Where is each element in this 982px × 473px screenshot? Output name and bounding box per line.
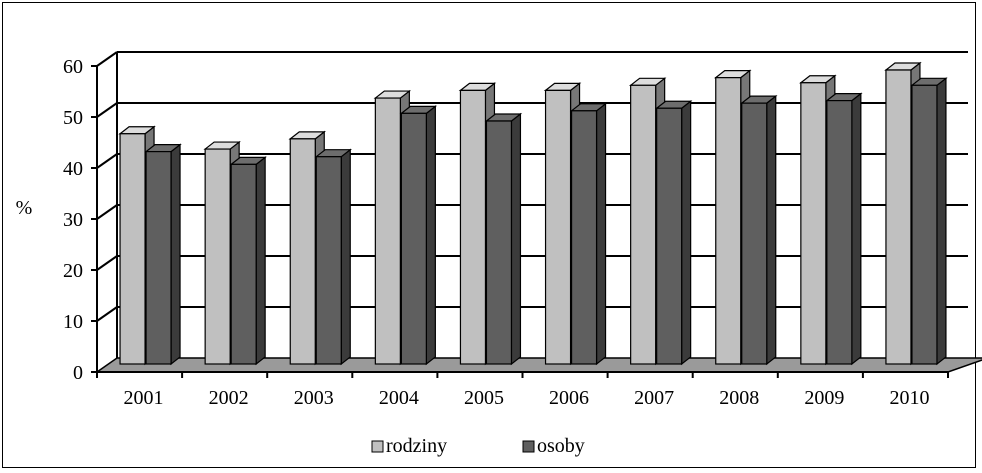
x-tick-label: 2003 (294, 387, 334, 409)
bar-osoby-2010 (910, 77, 948, 366)
x-category-labels: 2001 2002 2003 2004 2005 2006 2007 2008 2009 2010 (124, 387, 930, 409)
bar-osoby-2005 (484, 112, 523, 366)
axes (91, 52, 949, 378)
x-tick-label: 2004 (379, 387, 419, 409)
legend-swatch (371, 440, 384, 453)
x-tick-label: 2002 (209, 387, 249, 409)
bar-osoby-2007 (654, 100, 693, 366)
y-axis-label: % (16, 197, 33, 219)
bar-osoby-2006 (569, 102, 608, 366)
y-tick-label: 30 (63, 209, 83, 231)
x-tick-label: 2001 (124, 387, 164, 409)
legend: rodziny osoby (371, 435, 585, 457)
legend-label: osoby (537, 435, 585, 457)
legend-label: rodziny (386, 435, 447, 457)
bar-osoby-2009 (825, 92, 863, 366)
bar-osoby-2003 (314, 148, 352, 366)
x-tick-label: 2006 (549, 387, 589, 409)
gridline-side (96, 204, 118, 220)
y-tick-label: 50 (63, 107, 83, 129)
x-tick-label: 2005 (464, 387, 504, 409)
gridline-side (96, 153, 118, 169)
gridline-side (96, 51, 118, 67)
bar-osoby-2008 (740, 94, 778, 366)
y-tick-label: 60 (63, 56, 83, 78)
legend-item-rodziny: rodziny (371, 435, 447, 457)
y-tick-label: 0 (73, 362, 83, 384)
legend-item-osoby: osoby (522, 435, 585, 457)
bar-osoby-2004 (399, 105, 438, 366)
x-tick-label: 2007 (634, 387, 674, 409)
y-tick-label: 40 (63, 158, 83, 180)
y-tick-label: 20 (63, 260, 83, 282)
bar-osoby-2002 (229, 156, 267, 366)
x-tick-label: 2008 (719, 387, 759, 409)
x-tick-label: 2010 (889, 387, 929, 409)
gridline-side (96, 306, 118, 322)
bars (118, 61, 948, 366)
gridline-side (96, 102, 118, 118)
x-tick-label: 2009 (804, 387, 844, 409)
legend-swatch (522, 440, 535, 453)
y-tick-labels: 0 10 20 30 40 50 60 (63, 56, 83, 384)
gridline-side (96, 255, 118, 271)
y-tick-label: 10 (63, 311, 83, 333)
bar-osoby-2001 (144, 143, 182, 366)
